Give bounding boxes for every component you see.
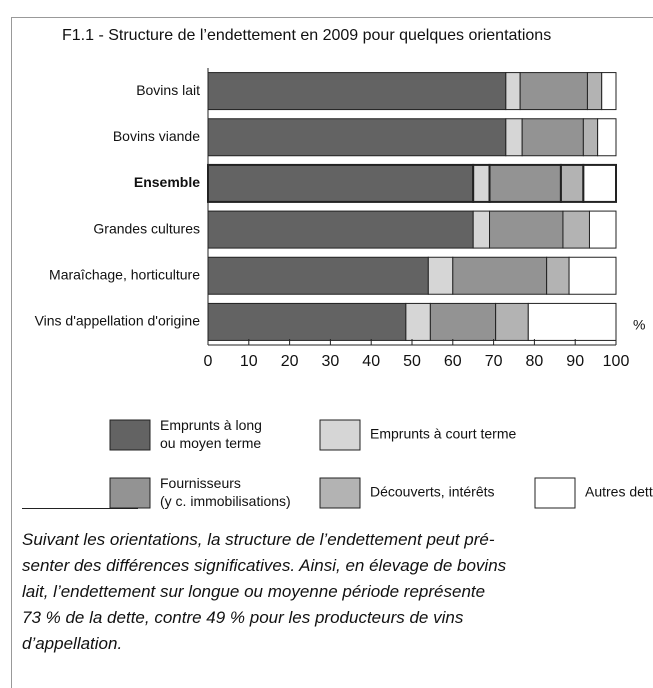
bar-segment — [495, 302, 529, 341]
bar-segment — [586, 72, 603, 111]
note-line: Suivant les orientations, la structure d… — [22, 530, 495, 549]
bar-segment — [207, 72, 507, 111]
bar-segment — [427, 256, 454, 295]
y-tick-label: Vins d'appellation d'origine — [35, 313, 201, 329]
bar-segment — [405, 302, 431, 341]
bar-segment — [582, 163, 617, 203]
bar-segment — [582, 118, 599, 157]
bar-segment — [546, 256, 570, 295]
legend-swatch — [109, 477, 151, 509]
x-unit: % — [633, 317, 645, 333]
bar-segment — [505, 118, 523, 157]
x-tick-label: 0 — [204, 353, 213, 370]
x-tick-label: 70 — [485, 353, 503, 370]
bar-segment — [519, 72, 588, 111]
x-tick-label: 60 — [444, 353, 462, 370]
bar-segment — [601, 72, 617, 111]
bar-segment — [207, 302, 407, 341]
y-tick-label: Ensemble — [134, 174, 200, 190]
bar-segment — [568, 256, 617, 295]
note-line: senter des différences significatives. A… — [22, 556, 507, 575]
bar-segment — [472, 163, 491, 203]
bar-segment — [597, 118, 617, 157]
legend-swatch — [319, 477, 361, 509]
bar-segment — [207, 118, 507, 157]
bar-segment — [488, 163, 562, 203]
x-tick-label: 100 — [603, 353, 630, 370]
legend-swatch — [109, 419, 151, 451]
legend-label: Autres dettes — [585, 484, 653, 500]
bar-segment — [207, 210, 474, 249]
chart-title: F1.1 - Structure de l’endettement en 200… — [62, 27, 551, 44]
bar-segment — [452, 256, 548, 295]
bar-segment — [505, 72, 521, 111]
bar-segment — [588, 210, 617, 249]
note-line: lait, l’endettement sur longue ou moyenn… — [22, 582, 485, 601]
y-tick-label: Maraîchage, horticulture — [49, 266, 200, 282]
bar-segment — [562, 210, 590, 249]
frame — [11, 17, 653, 688]
bar-segment — [207, 163, 475, 203]
bar-segment — [207, 256, 429, 295]
bar-segment — [489, 210, 564, 249]
x-tick-label: 10 — [240, 353, 258, 370]
legend-label: Emprunts à court terme — [370, 426, 516, 442]
x-tick-label: 90 — [566, 353, 584, 370]
x-tick-label: 80 — [526, 353, 544, 370]
legend-label: Découverts, intérêts — [370, 484, 495, 500]
bar-segment — [559, 163, 585, 203]
x-tick-label: 30 — [322, 353, 340, 370]
legend-swatch — [534, 477, 576, 509]
bar-segment — [429, 302, 497, 341]
bar-segment — [521, 118, 584, 157]
x-tick-label: 20 — [281, 353, 299, 370]
note-line: d’appellation. — [22, 634, 122, 653]
y-tick-label: Grandes cultures — [93, 220, 200, 236]
legend-label: Fournisseurs (y c. immobilisations) — [160, 475, 291, 509]
legend-label: Emprunts à long ou moyen terme — [160, 417, 262, 451]
note-line: 73 % de la dette, contre 49 % pour les p… — [22, 608, 464, 627]
bar-segment — [472, 210, 491, 249]
x-tick-label: 50 — [403, 353, 421, 370]
bar-segment — [527, 302, 617, 341]
y-tick-label: Bovins viande — [113, 128, 200, 144]
x-tick-label: 40 — [362, 353, 380, 370]
y-tick-label: Bovins lait — [136, 82, 200, 98]
legend-swatch — [319, 419, 361, 451]
